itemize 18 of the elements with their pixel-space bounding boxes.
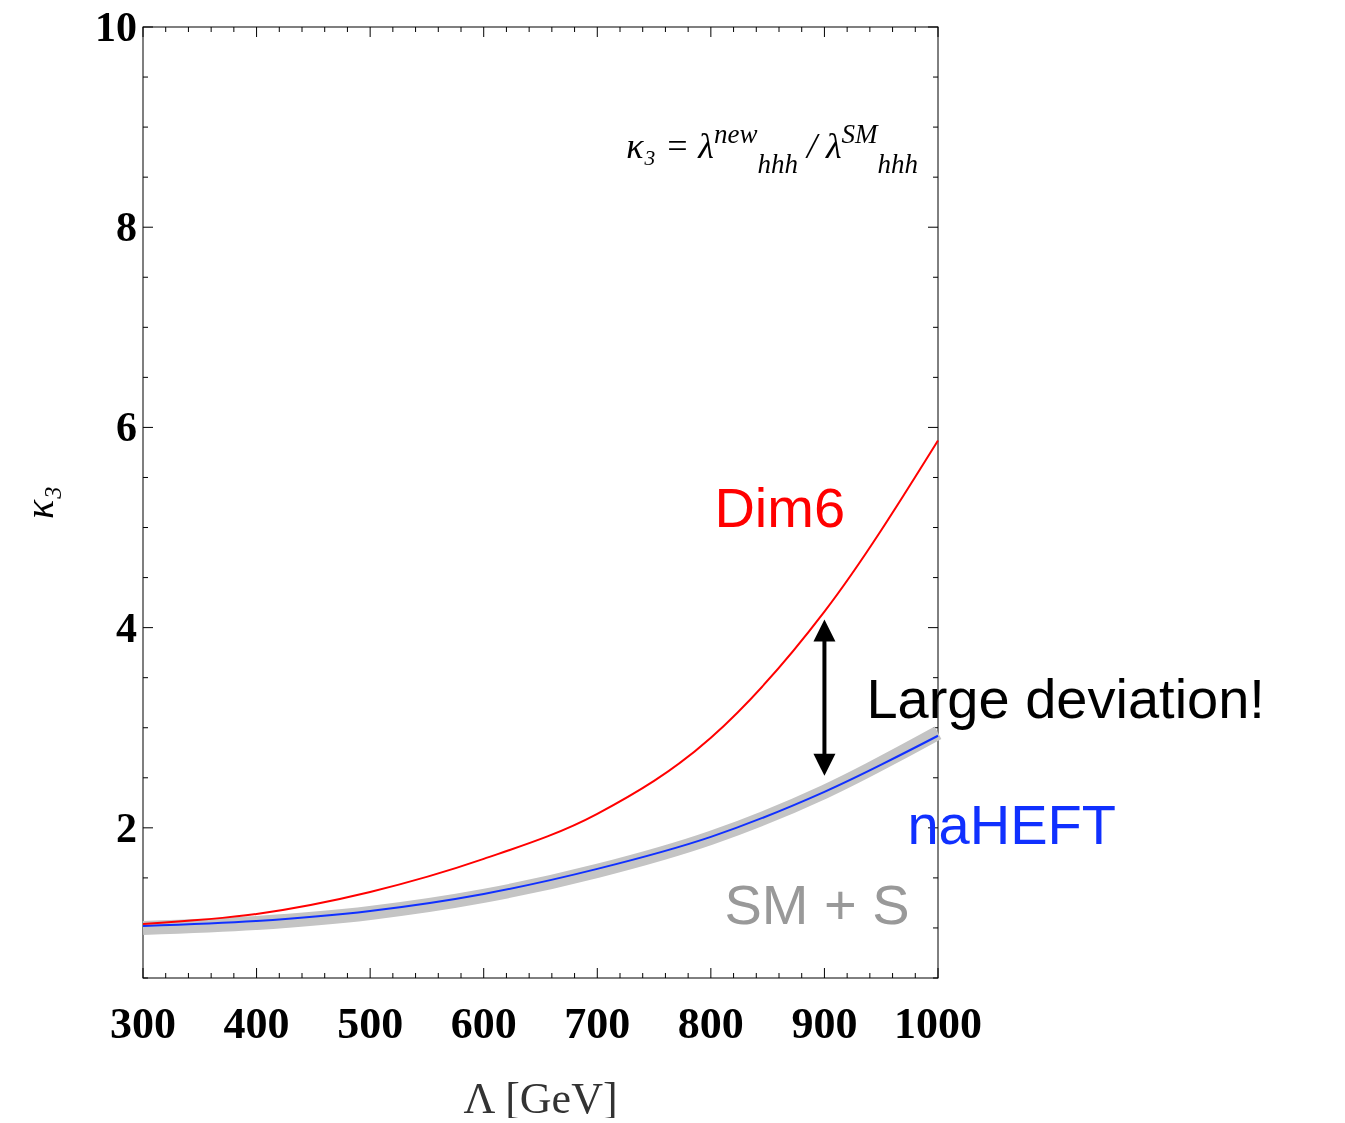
y-tick-label: 10 <box>95 4 137 50</box>
annotation: Large deviation! <box>866 666 1265 730</box>
x-tick-label: 400 <box>223 999 290 1048</box>
x-tick-label: 300 <box>110 999 176 1048</box>
y-tick-label: 2 <box>116 804 137 851</box>
y-axis-title: κ₃ <box>17 485 62 520</box>
x-tick-label: 700 <box>564 999 631 1048</box>
series-label: SM + S <box>724 872 910 936</box>
y-tick-label: 4 <box>116 604 137 651</box>
x-tick-label: 500 <box>337 999 404 1048</box>
x-tick-label: 1000 <box>894 999 982 1048</box>
x-tick-label: 800 <box>677 999 744 1048</box>
y-tick-label: 6 <box>116 404 137 451</box>
series-label: naHEFT <box>907 792 1116 856</box>
x-tick-label: 900 <box>791 999 858 1048</box>
y-tick-label: 8 <box>116 204 137 251</box>
x-tick-label: 600 <box>450 999 517 1048</box>
series-label: Dim6 <box>714 475 846 539</box>
